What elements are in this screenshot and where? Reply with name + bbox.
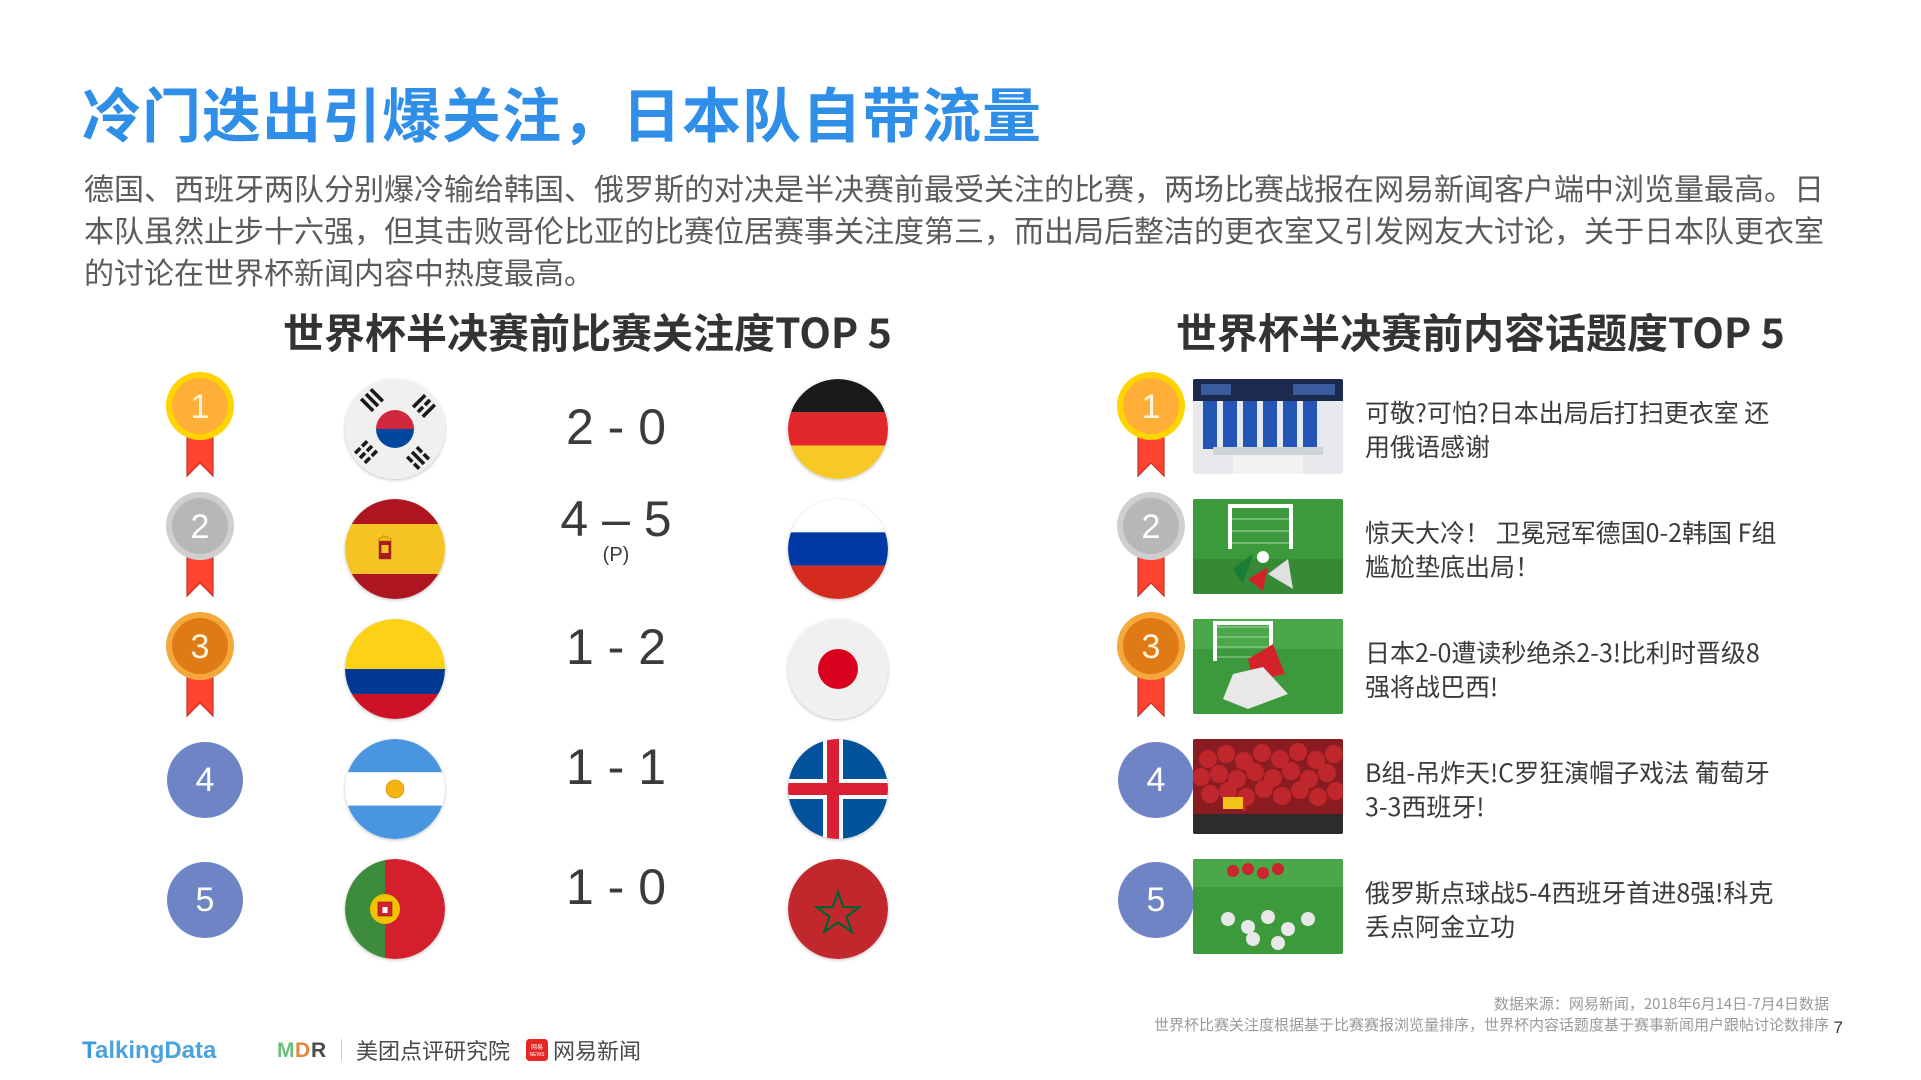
- svg-text:2: 2: [1142, 508, 1161, 546]
- svg-text:NEWS: NEWS: [530, 1052, 546, 1058]
- svg-text:3: 3: [1142, 628, 1161, 666]
- svg-text:3: 3: [191, 628, 210, 666]
- svg-text:alkingData: alkingData: [95, 1037, 217, 1064]
- svg-text:D: D: [295, 1039, 310, 1062]
- svg-text:1: 1: [191, 388, 210, 426]
- svg-text:1: 1: [1142, 388, 1161, 426]
- svg-text:M: M: [277, 1039, 295, 1062]
- svg-text:R: R: [311, 1039, 326, 1062]
- svg-text:网易: 网易: [531, 1044, 543, 1051]
- svg-text:2: 2: [191, 508, 210, 546]
